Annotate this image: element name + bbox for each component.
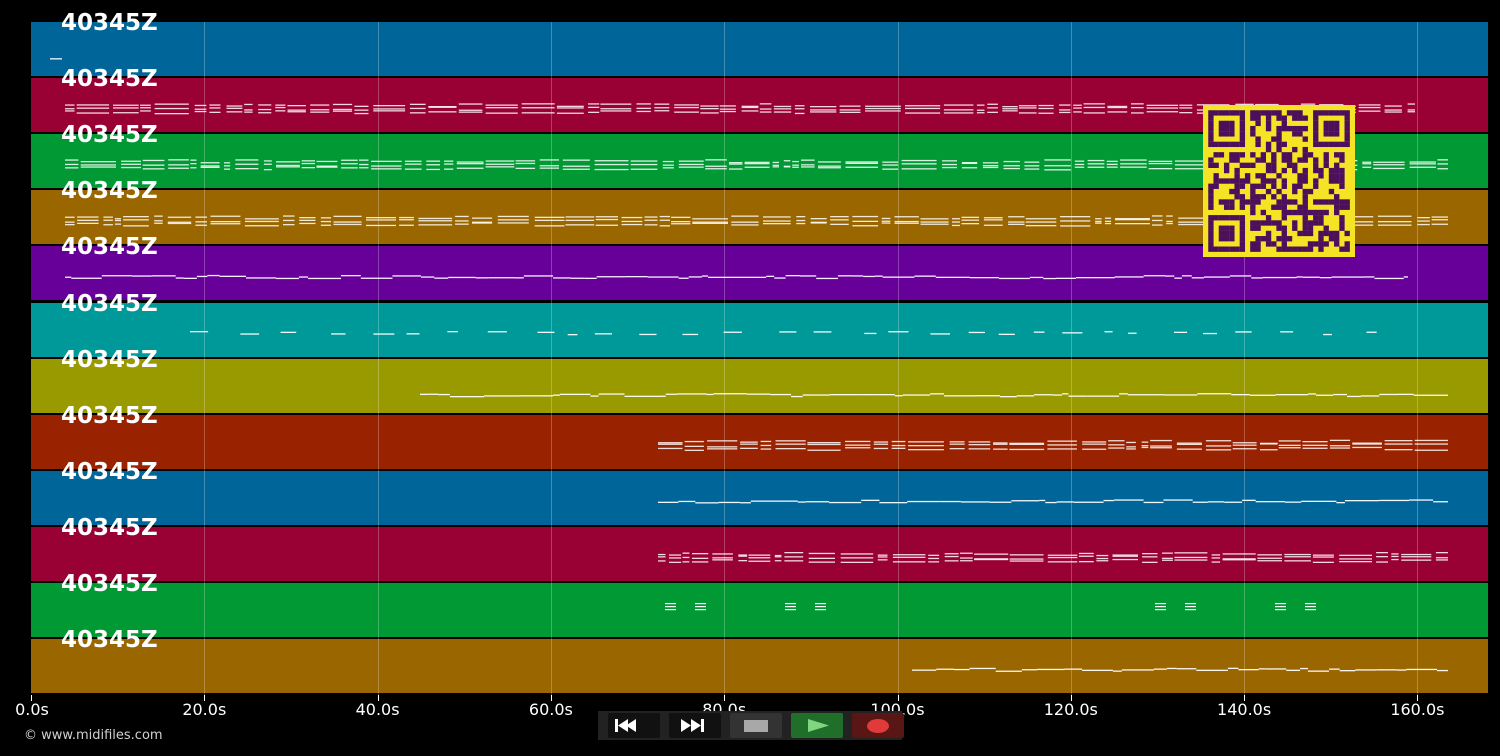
track-label: 40345Z — [61, 571, 158, 597]
time-axis: 0.0s 20.0s 40.0s 60.0s 80.0s 100.0s 120.0s 140.… — [0, 700, 1500, 730]
track-lane: 40345Z — [31, 403, 1488, 469]
play-icon — [808, 719, 829, 732]
track-label: 40345Z — [61, 402, 158, 429]
track-label: 40345Z — [61, 234, 158, 261]
note-trace — [420, 393, 1448, 398]
play-button[interactable] — [791, 713, 843, 738]
note-trace — [65, 274, 1408, 280]
time-tick-mark — [1417, 695, 1419, 701]
time-tick-mark — [204, 695, 206, 701]
time-tick-label: 0.0s — [15, 700, 49, 719]
note-trace — [658, 552, 1448, 563]
time-tick-mark — [1070, 695, 1072, 701]
fast-forward-button[interactable] — [669, 713, 721, 738]
track-lane: 40345Z — [31, 347, 1488, 413]
note-trace — [665, 603, 1316, 611]
rewind-button[interactable] — [608, 713, 660, 738]
track-lane: 40345Z — [31, 627, 1488, 694]
track-label: 40345Z — [61, 290, 158, 317]
time-tick-mark — [897, 695, 899, 701]
time-tick-label: 120.0s — [1043, 700, 1098, 719]
track-label: 40345Z — [61, 10, 158, 36]
playback-controls — [598, 711, 904, 740]
record-icon — [867, 719, 889, 733]
stop-button[interactable] — [730, 713, 782, 738]
track-list: 40345Z 40345Z 40345Z 40345Z 40345Z 40345Z 4034… — [31, 10, 1488, 695]
track-lane: 40345Z — [31, 10, 1488, 77]
track-label: 40345Z — [61, 178, 158, 205]
note-trace — [65, 159, 1448, 171]
track-label: 40345Z — [61, 346, 158, 373]
note-trace — [912, 667, 1448, 672]
track-label: 40345Z — [61, 66, 158, 93]
time-tick-label: 140.0s — [1217, 700, 1272, 719]
record-button[interactable] — [852, 713, 904, 738]
note-trace — [658, 439, 1448, 451]
track-label: 40345Z — [61, 627, 158, 654]
time-tick-label: 40.0s — [355, 700, 400, 719]
track-lane: 40345Z — [31, 459, 1488, 525]
track-label: 40345Z — [61, 122, 158, 149]
time-tick-mark — [550, 695, 552, 701]
note-trace — [190, 331, 1377, 336]
note-trace — [50, 58, 62, 60]
time-tick-mark — [1244, 695, 1246, 701]
time-tick-mark — [724, 695, 726, 701]
time-tick-mark — [377, 695, 379, 701]
track-lane: 40345Z — [31, 571, 1488, 638]
stop-icon — [744, 720, 768, 732]
time-tick-label: 160.0s — [1390, 700, 1445, 719]
rewind-icon — [615, 719, 636, 732]
fast-forward-icon — [681, 719, 704, 732]
note-trace — [65, 103, 1415, 115]
qr-code[interactable] — [1203, 105, 1355, 257]
time-tick-label: 20.0s — [182, 700, 227, 719]
note-trace — [658, 499, 1448, 504]
track-label: 40345Z — [61, 514, 158, 541]
time-tick-label: 60.0s — [528, 700, 573, 719]
track-lane: 40345Z — [31, 291, 1488, 357]
time-tick-mark — [31, 695, 32, 701]
track-label: 40345Z — [61, 458, 158, 485]
copyright-text: © www.midifiles.com — [24, 728, 163, 743]
